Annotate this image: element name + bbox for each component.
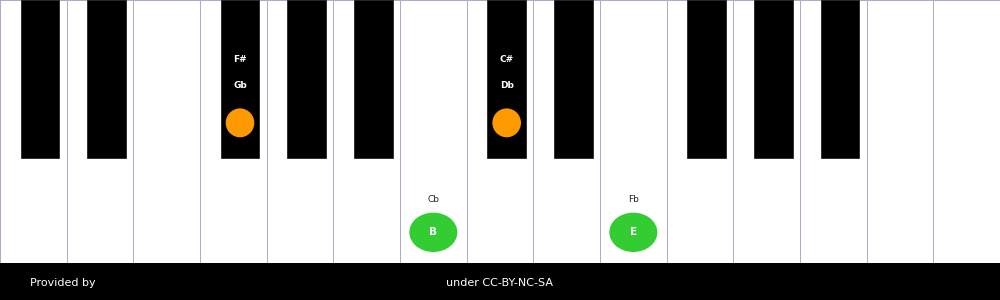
Bar [400, 0, 467, 262]
Bar [487, 0, 526, 158]
Bar [67, 0, 133, 262]
Bar [21, 0, 59, 158]
Bar [667, 0, 733, 262]
Bar [221, 0, 259, 158]
Text: F#: F# [233, 55, 247, 64]
Bar [354, 0, 393, 158]
Bar [933, 0, 1000, 262]
Text: Db: Db [500, 80, 514, 89]
Bar [133, 0, 200, 262]
Text: Provided by: Provided by [30, 278, 96, 288]
Text: Cb: Cb [427, 195, 439, 204]
Text: B: B [429, 227, 437, 237]
Ellipse shape [492, 108, 521, 137]
Text: Gb: Gb [233, 80, 247, 89]
Bar [0, 0, 1000, 262]
Bar [467, 0, 533, 262]
Bar [867, 0, 933, 262]
Bar [821, 0, 859, 158]
Bar [0, 0, 67, 262]
Bar [800, 0, 867, 262]
Bar [267, 0, 333, 262]
Bar [87, 0, 126, 158]
Bar [600, 0, 667, 262]
Bar [733, 0, 800, 262]
Bar [533, 0, 600, 262]
Text: under CC-BY-NC-SA: under CC-BY-NC-SA [446, 278, 554, 288]
Bar [333, 0, 400, 262]
Text: Fb: Fb [628, 195, 639, 204]
Bar [554, 0, 593, 158]
Ellipse shape [226, 108, 254, 137]
Bar [200, 0, 267, 262]
Text: E: E [630, 227, 637, 237]
Text: C#: C# [500, 55, 514, 64]
Bar [0, 262, 1000, 300]
Bar [754, 0, 793, 158]
Bar [287, 0, 326, 158]
Bar [687, 0, 726, 158]
Ellipse shape [609, 213, 657, 252]
Ellipse shape [409, 213, 457, 252]
